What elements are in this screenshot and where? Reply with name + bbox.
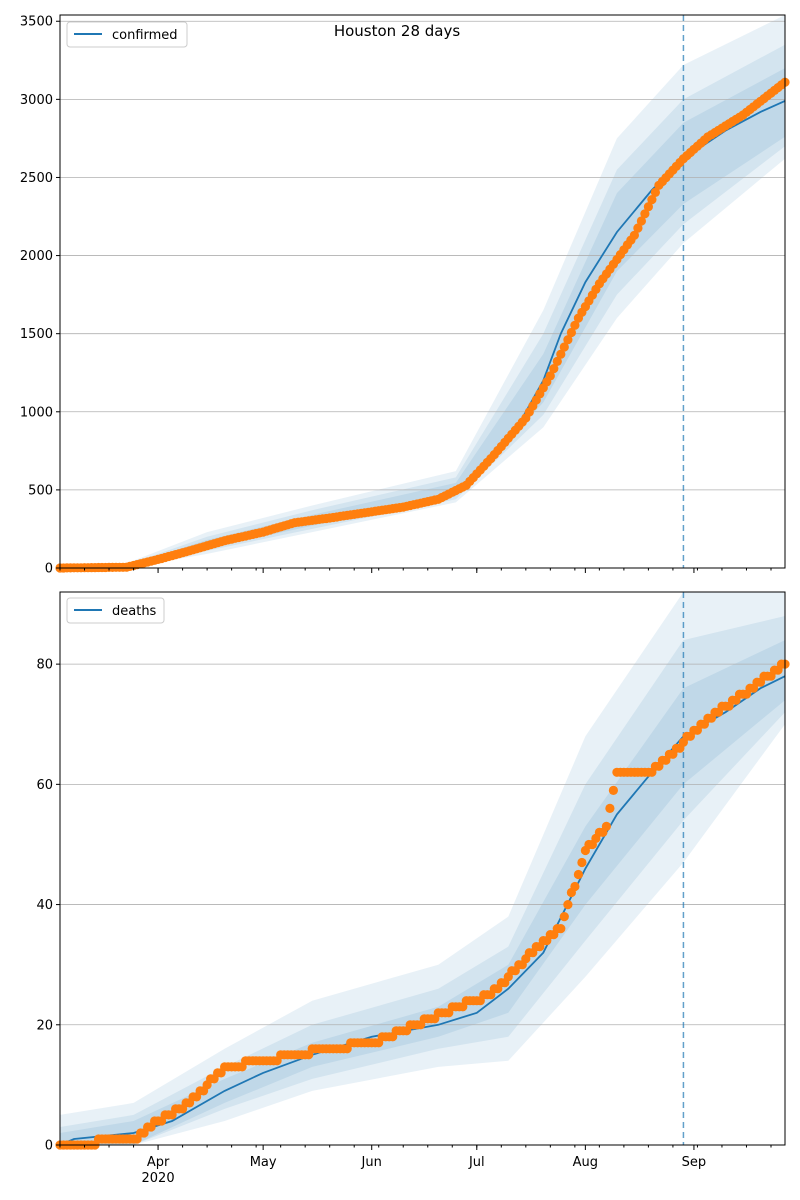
observed-point bbox=[570, 881, 580, 892]
y-tick-label: 0 bbox=[45, 1139, 53, 1154]
observed-point bbox=[601, 821, 612, 832]
y-tick-label: 60 bbox=[36, 778, 53, 793]
legend-box bbox=[66, 597, 165, 624]
x-tick-label: Jul bbox=[468, 1155, 485, 1170]
y-tick-label: 2000 bbox=[20, 249, 53, 264]
y-tick-label: 3000 bbox=[20, 93, 53, 108]
observed-point bbox=[605, 803, 615, 814]
confirmed-panel: 0 500 1000 1500 2000 2500 3000 3500 Houston 28 … bbox=[20, 14, 790, 577]
confirmed-axes-frame bbox=[59, 14, 786, 569]
deaths-uncertainty-bands bbox=[60, 592, 785, 1145]
observed-point bbox=[647, 195, 657, 205]
confirmed-x-ticks bbox=[59, 568, 772, 573]
observed-point bbox=[608, 785, 619, 796]
uncertainty-band bbox=[60, 616, 785, 1145]
observed-point bbox=[563, 335, 573, 345]
uncertainty-band bbox=[60, 68, 785, 568]
observed-point bbox=[650, 187, 661, 197]
x-tick-label: 2020 bbox=[142, 1171, 175, 1186]
observed-point bbox=[577, 857, 587, 868]
confirmed-uncertainty-bands bbox=[60, 15, 785, 568]
legend-box bbox=[66, 21, 188, 48]
y-tick-label: 20 bbox=[36, 1018, 53, 1033]
observed-point bbox=[552, 356, 562, 366]
y-tick-label: 40 bbox=[36, 898, 53, 913]
x-tick-label: Aug bbox=[573, 1155, 598, 1170]
observed-point bbox=[643, 202, 654, 212]
y-tick-label: 80 bbox=[36, 658, 53, 673]
y-tick-label: 1000 bbox=[20, 405, 53, 420]
x-tick-label: Apr bbox=[147, 1155, 170, 1170]
deaths-axes-frame bbox=[59, 591, 786, 1146]
observed-point bbox=[636, 216, 647, 226]
observed-point bbox=[545, 371, 555, 381]
y-tick-label: 2500 bbox=[20, 171, 53, 186]
deaths-y-ticks: 0 20 40 60 80 bbox=[36, 658, 60, 1154]
x-tick-label: May bbox=[250, 1155, 277, 1170]
legend-label-deaths: deaths bbox=[112, 604, 157, 619]
y-tick-label: 500 bbox=[28, 483, 53, 498]
x-tick-label: Jun bbox=[361, 1155, 382, 1170]
y-tick-label: 0 bbox=[45, 562, 53, 577]
uncertainty-band bbox=[60, 640, 785, 1145]
x-tick-label: Sep bbox=[682, 1155, 707, 1170]
confirmed-y-ticks: 0 500 1000 1500 2000 2500 3000 3500 bbox=[20, 15, 60, 577]
observed-point bbox=[640, 209, 650, 219]
observed-point bbox=[629, 230, 640, 240]
observed-point bbox=[559, 342, 569, 352]
y-tick-label: 1500 bbox=[20, 327, 53, 342]
uncertainty-band bbox=[60, 44, 785, 568]
chart-title: Houston 28 days bbox=[334, 22, 461, 40]
uncertainty-band bbox=[60, 592, 785, 1145]
observed-point bbox=[563, 900, 573, 910]
legend-label-confirmed: confirmed bbox=[112, 28, 178, 43]
observed-point bbox=[570, 320, 580, 330]
observed-point bbox=[633, 223, 643, 233]
deaths-legend: deaths bbox=[66, 597, 165, 624]
observed-point bbox=[556, 349, 566, 359]
confirmed-legend: confirmed bbox=[66, 21, 188, 48]
y-tick-label: 3500 bbox=[20, 15, 53, 30]
deaths-observed-points bbox=[55, 659, 790, 1150]
observed-point bbox=[559, 912, 569, 922]
uncertainty-band bbox=[60, 15, 785, 568]
confirmed-observed-points bbox=[55, 77, 790, 573]
observed-point bbox=[556, 924, 566, 934]
observed-point bbox=[566, 327, 577, 338]
observed-point bbox=[549, 364, 559, 374]
observed-point bbox=[573, 869, 584, 880]
